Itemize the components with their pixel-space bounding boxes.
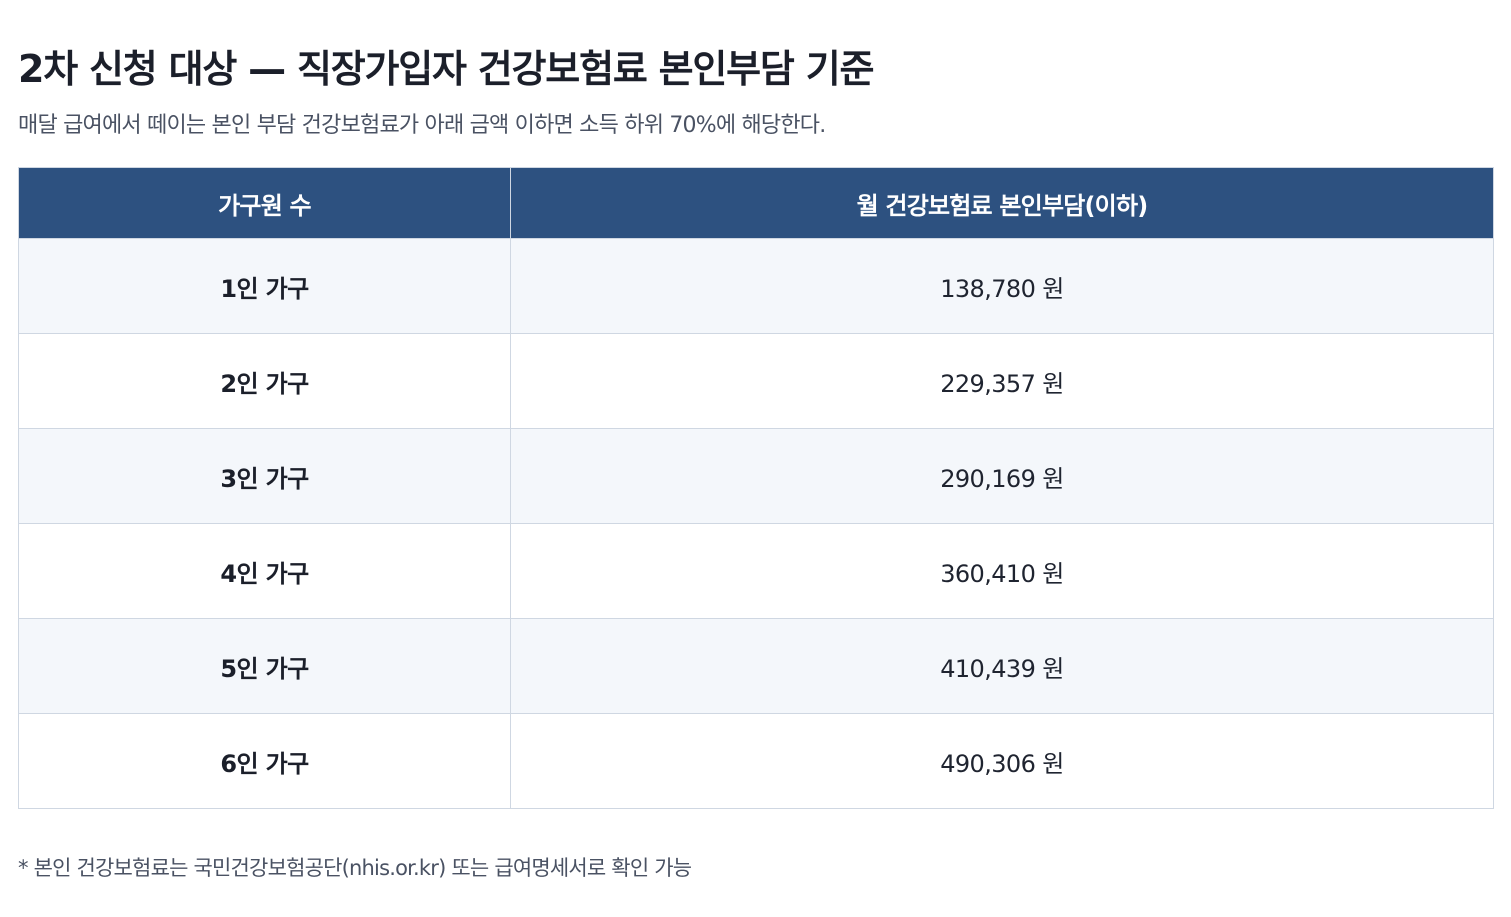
column-header-household-size: 가구원 수 — [18, 167, 511, 239]
table-header-row: 가구원 수 월 건강보험료 본인부담(이하) — [18, 167, 1494, 239]
table-row: 3인 가구 290,169 원 — [18, 428, 1494, 524]
table-row: 4인 가구 360,410 원 — [18, 523, 1494, 619]
table-body: 1인 가구 138,780 원 2인 가구 229,357 원 3인 가구 29… — [18, 238, 1494, 809]
household-size-cell: 2인 가구 — [18, 333, 511, 429]
table-row: 2인 가구 229,357 원 — [18, 333, 1494, 429]
household-size-cell: 3인 가구 — [18, 428, 511, 524]
premium-amount-cell: 410,439 원 — [510, 618, 1494, 714]
premium-threshold-table-container: 가구원 수 월 건강보험료 본인부담(이하) 1인 가구 138,780 원 2… — [18, 167, 1494, 809]
table-row: 1인 가구 138,780 원 — [18, 238, 1494, 334]
table-header: 가구원 수 월 건강보험료 본인부담(이하) — [18, 167, 1494, 239]
table-row: 6인 가구 490,306 원 — [18, 713, 1494, 809]
household-size-cell: 4인 가구 — [18, 523, 511, 619]
household-size-cell: 1인 가구 — [18, 238, 511, 334]
premium-amount-cell: 360,410 원 — [510, 523, 1494, 619]
premium-amount-cell: 229,357 원 — [510, 333, 1494, 429]
premium-amount-cell: 138,780 원 — [510, 238, 1494, 334]
page-title: 2차 신청 대상 — 직장가입자 건강보험료 본인부담 기준 — [18, 47, 874, 91]
premium-amount-cell: 490,306 원 — [510, 713, 1494, 809]
column-header-monthly-premium: 월 건강보험료 본인부담(이하) — [510, 167, 1494, 239]
household-size-cell: 5인 가구 — [18, 618, 511, 714]
premium-amount-cell: 290,169 원 — [510, 428, 1494, 524]
page-subtitle: 매달 급여에서 떼이는 본인 부담 건강보험료가 아래 금액 이하면 소득 하위… — [18, 113, 826, 138]
table-row: 5인 가구 410,439 원 — [18, 618, 1494, 714]
household-size-cell: 6인 가구 — [18, 713, 511, 809]
premium-threshold-table: 가구원 수 월 건강보험료 본인부담(이하) 1인 가구 138,780 원 2… — [18, 167, 1494, 809]
footnote: * 본인 건강보험료는 국민건강보험공단(nhis.or.kr) 또는 급여명세… — [18, 856, 692, 880]
